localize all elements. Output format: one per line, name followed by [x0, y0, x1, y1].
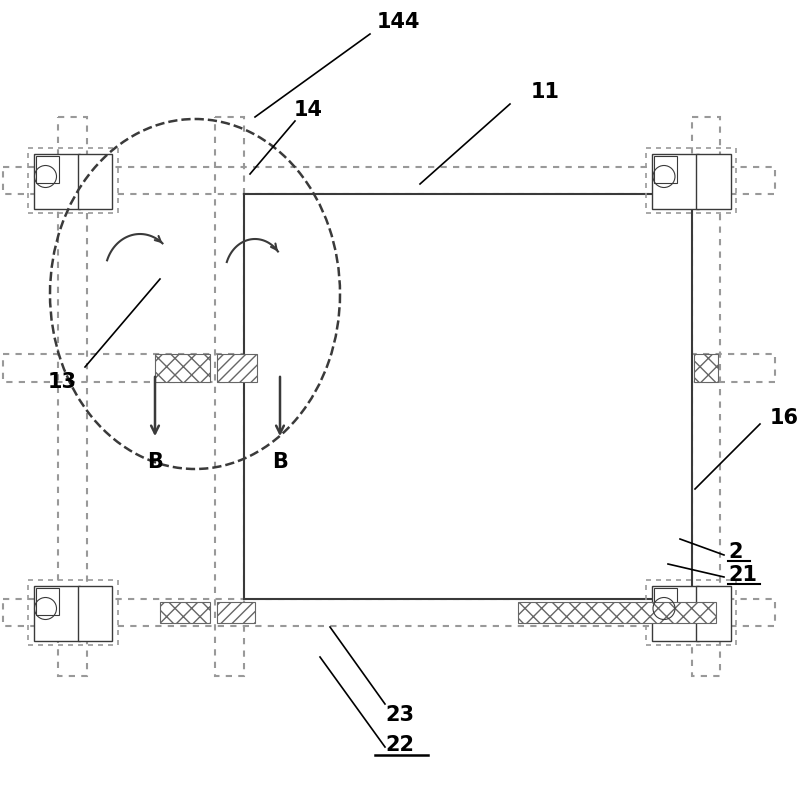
Text: B: B: [272, 452, 288, 471]
Text: 13: 13: [47, 371, 77, 392]
Text: 16: 16: [770, 407, 799, 427]
Bar: [35, 157, 59, 184]
Bar: [696, 586, 730, 642]
Bar: [652, 586, 699, 642]
Bar: [215, 118, 244, 676]
Text: 23: 23: [386, 704, 414, 724]
Bar: [78, 586, 112, 642]
Bar: [217, 354, 257, 383]
Bar: [654, 588, 678, 616]
Text: 22: 22: [386, 734, 414, 754]
Bar: [244, 195, 692, 599]
Bar: [692, 118, 720, 676]
Bar: [3, 354, 775, 383]
Bar: [58, 118, 87, 676]
Text: 14: 14: [294, 100, 322, 120]
Bar: [646, 148, 736, 214]
Bar: [3, 168, 775, 195]
Bar: [696, 155, 730, 210]
Bar: [160, 603, 210, 623]
Bar: [34, 155, 80, 210]
Bar: [34, 586, 80, 642]
Bar: [654, 157, 678, 184]
Bar: [518, 603, 716, 623]
Text: 21: 21: [728, 564, 757, 584]
Bar: [27, 148, 118, 214]
Bar: [35, 588, 59, 616]
Text: 2: 2: [728, 541, 742, 561]
Text: 144: 144: [376, 12, 420, 32]
Bar: [78, 155, 112, 210]
Text: 11: 11: [530, 82, 559, 102]
Bar: [652, 155, 699, 210]
Bar: [217, 603, 255, 623]
Bar: [646, 581, 736, 646]
Text: B: B: [147, 452, 163, 471]
Bar: [694, 354, 718, 383]
Bar: [3, 599, 775, 626]
Bar: [27, 581, 118, 646]
Bar: [155, 354, 210, 383]
